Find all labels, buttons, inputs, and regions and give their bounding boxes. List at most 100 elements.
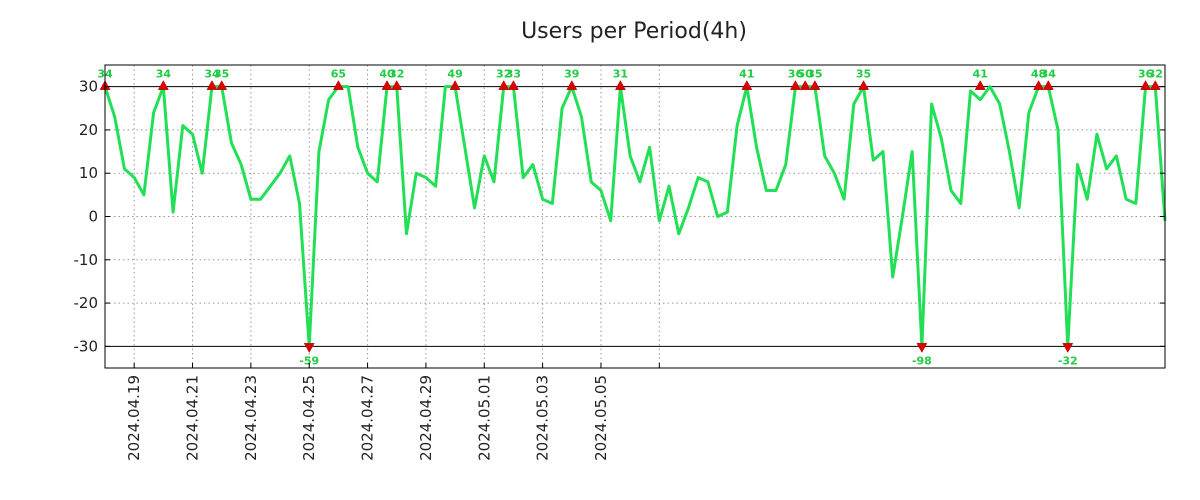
data-point [250, 198, 252, 200]
data-point [434, 185, 436, 187]
grid-layer [105, 65, 1165, 368]
overflow-up-marker [974, 80, 986, 90]
data-point [1028, 111, 1030, 113]
data-point [366, 172, 368, 174]
y-tick-label: 30 [79, 78, 98, 96]
data-point [590, 181, 592, 183]
overflow-value-label: 32 [496, 68, 511, 81]
overflow-up-marker [809, 80, 821, 90]
data-point [853, 103, 855, 105]
data-point [716, 215, 718, 217]
overflow-value-label: 33 [506, 68, 521, 81]
overflow-value-label: 48 [1031, 68, 1046, 81]
data-point [415, 172, 417, 174]
overflow-down-marker [1062, 343, 1074, 353]
data-point [425, 176, 427, 178]
data-point [1115, 155, 1117, 157]
y-tick-label: 0 [88, 208, 98, 226]
data-point [609, 220, 611, 222]
overflow-value-label: 41 [973, 68, 988, 81]
data-point [327, 98, 329, 100]
x-tick-label: 2024.04.25 [300, 375, 318, 461]
y-tick-label: -20 [74, 294, 99, 312]
overflow-up-marker [741, 80, 753, 90]
overflow-up-marker [157, 80, 169, 90]
data-point [785, 163, 787, 165]
x-tick-label: 2024.05.03 [534, 375, 552, 461]
underflow-value-label: -32 [1058, 354, 1078, 367]
x-axis-ticks: 2024.04.19 2024.04.21 2024.04.23 2024.04.25… [125, 363, 660, 461]
overflow-up-marker [790, 80, 801, 90]
data-point [843, 198, 845, 200]
data-point [182, 124, 184, 126]
data-point [940, 137, 942, 139]
data-point [123, 168, 125, 170]
data-point [483, 155, 485, 157]
overflow-up-marker [799, 80, 811, 90]
overflow-up-marker [858, 80, 869, 90]
overflow-up-marker [1033, 80, 1045, 90]
overflow-value-label: 31 [613, 68, 628, 81]
data-point [882, 150, 884, 152]
overflow-up-marker [1140, 80, 1151, 90]
overflow-up-marker [1149, 80, 1161, 90]
data-point [240, 163, 242, 165]
data-point [298, 202, 300, 204]
overflow-up-marker [449, 80, 461, 90]
data-point [979, 98, 981, 100]
overflow-value-label: 32 [389, 68, 404, 81]
overflow-value-label: 41 [739, 68, 754, 81]
overflow-value-label: 34 [204, 68, 220, 81]
overflow-value-label: 65 [331, 68, 346, 81]
x-tick-label: 2024.04.21 [184, 375, 202, 461]
data-point [152, 111, 154, 113]
overflow-value-label: 36 [1138, 68, 1154, 81]
data-point [648, 146, 650, 148]
data-point [1018, 207, 1020, 209]
data-point [658, 220, 660, 222]
data-point [259, 198, 261, 200]
data-point [347, 85, 349, 87]
data-point [736, 124, 738, 126]
overflow-value-label: 49 [447, 68, 462, 81]
data-point [1086, 198, 1088, 200]
x-tick-label: 2024.04.29 [417, 375, 435, 461]
overflow-up-marker [332, 80, 344, 90]
chart-title: Users per Period(4h) [521, 19, 747, 44]
data-point [172, 211, 174, 213]
data-point [1105, 168, 1107, 170]
overflow-up-marker [391, 80, 403, 90]
x-tick-label: 2024.04.19 [125, 375, 143, 461]
data-point [930, 103, 932, 105]
underflow-value-label: -59 [299, 354, 319, 367]
y-tick-label: 10 [79, 164, 98, 182]
data-point [357, 146, 359, 148]
overflow-value-label: 36 [788, 68, 804, 81]
data-point [376, 181, 378, 183]
data-point [230, 142, 232, 144]
data-point [960, 202, 962, 204]
data-point [201, 172, 203, 174]
overflow-up-marker [216, 80, 228, 90]
data-point [133, 176, 135, 178]
x-tick-label: 2024.05.01 [475, 375, 493, 461]
data-point [726, 211, 728, 213]
data-point [969, 90, 971, 92]
data-point [318, 150, 320, 152]
data-point [1008, 150, 1010, 152]
overflow-value-label: 35 [807, 68, 822, 81]
data-point [522, 176, 524, 178]
x-tick-label: 2024.04.23 [242, 375, 260, 461]
data-point [678, 233, 680, 235]
data-point [279, 172, 281, 174]
data-point [697, 176, 699, 178]
data-point [532, 163, 534, 165]
plot-frame [104, 64, 1166, 369]
data-point [707, 181, 709, 183]
overflow-down-marker [916, 343, 928, 353]
overflow-value-label: 35 [856, 68, 871, 81]
overflow-value-label: 35 [214, 68, 229, 81]
data-point [775, 189, 777, 191]
